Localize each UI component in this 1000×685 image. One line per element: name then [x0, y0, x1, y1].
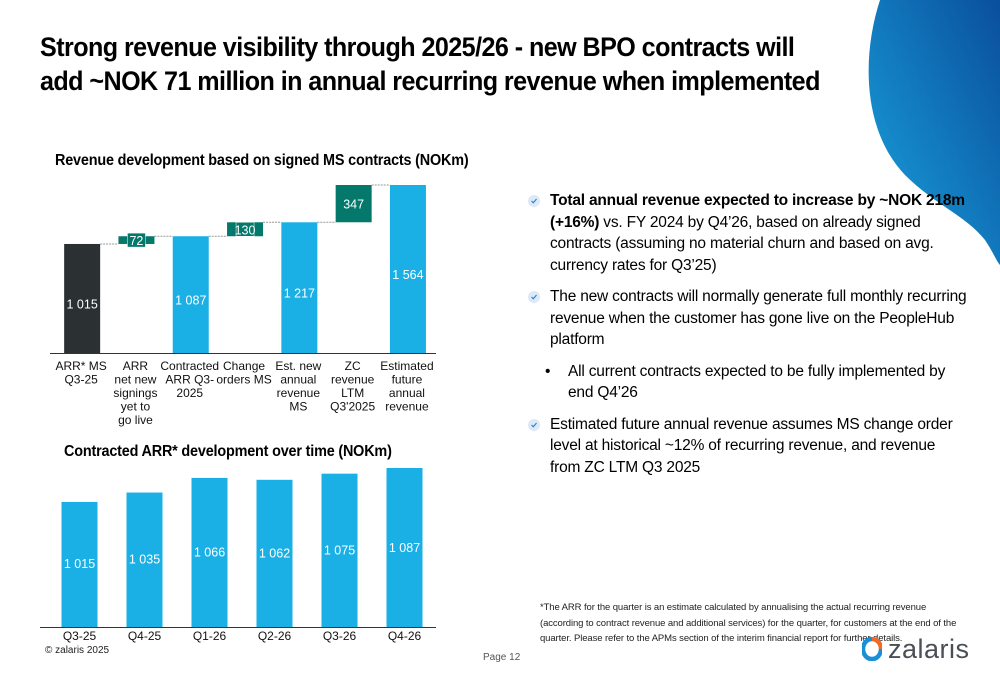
waterfall-bar-label: 72: [129, 234, 143, 248]
arr-bar: [386, 468, 423, 627]
category-label-line: go live: [118, 413, 153, 427]
arr-bar: [126, 492, 163, 627]
category-label-line: annual: [280, 373, 316, 387]
arr-bar-label: 1 075: [324, 544, 355, 558]
waterfall-category-label: ARR net new signings yet to go live: [113, 359, 157, 427]
waterfall-bar-increment: [335, 185, 372, 223]
waterfall-category-label: Est. new annual revenue MS: [275, 359, 321, 414]
category-label-line: ZC: [345, 359, 361, 373]
waterfall-bar-label: 1 087: [175, 294, 206, 308]
check-circle-icon: [528, 291, 540, 303]
slide-title-line-2: add ~NOK 71 million in annual recurring …: [40, 66, 820, 96]
waterfall-bar-label: 130: [235, 223, 256, 237]
waterfall-label-box: [127, 232, 146, 248]
category-label-line: ARR: [123, 359, 149, 373]
arr-bar-label: 1 015: [64, 557, 95, 571]
arr-bar-label: 1 066: [194, 546, 225, 560]
sub-bullet-text: All current contracts expected to be ful…: [568, 362, 946, 402]
waterfall-category-label: ZC revenue LTM Q3'2025: [330, 359, 375, 414]
bullet-text: The new contracts will normally generate…: [550, 288, 967, 348]
arr-category-label: Q2-26: [258, 629, 292, 643]
arr-bar-label: 1 087: [389, 541, 420, 555]
category-label-line: revenue: [277, 386, 321, 400]
category-label-line: signings: [113, 386, 157, 400]
slide-title: Strong revenue visibility through 2025/2…: [40, 30, 821, 98]
arr-category-label: Q3-25: [63, 629, 97, 643]
bullet-text: vs. FY 2024 by Q4’26, based on already s…: [550, 213, 934, 274]
check-circle-icon: [528, 418, 540, 431]
waterfall-bar-label: 1 015: [67, 297, 98, 311]
dot-icon: •: [545, 362, 551, 380]
category-label-line: Estimated: [380, 359, 433, 373]
slide-title-line-1: Strong revenue visibility through 2025/2…: [40, 32, 795, 62]
bullet-item: Total annual revenue expected to increas…: [528, 190, 968, 276]
arr-bar: [61, 502, 98, 627]
category-label-line: ARR Q3-: [165, 373, 214, 387]
category-label-line: Q3'2025: [330, 400, 375, 414]
waterfall-bar-label: 1 564: [392, 268, 423, 282]
category-label-line: MS: [289, 400, 307, 414]
bullet-item: Estimated future annual revenue assumes …: [528, 414, 968, 479]
waterfall-category-label: Contracted ARR Q3-2025: [160, 359, 219, 400]
key-points-list: Total annual revenue expected to increas…: [528, 190, 968, 488]
waterfall-bar-total: [389, 185, 426, 353]
zalaris-logo: zalaris: [862, 634, 970, 664]
waterfall-bar-label: 1 217: [284, 287, 315, 301]
category-label-line: annual: [389, 386, 425, 400]
category-label-line: revenue: [331, 373, 375, 387]
waterfall-category-label: ARR* MS Q3-25: [55, 359, 106, 387]
arr-bar-label: 1 035: [129, 553, 160, 567]
waterfall-bar-label: 347: [343, 198, 364, 212]
category-label-line: orders MS: [216, 373, 271, 387]
arr-category-label: Q3-26: [323, 629, 357, 643]
waterfall-label-box: [235, 222, 255, 237]
category-label-line: net new: [114, 373, 156, 387]
logo-text: zalaris: [888, 634, 970, 664]
arr-category-label: Q4-25: [128, 629, 162, 643]
category-label-line: future: [392, 373, 423, 387]
category-label-line: yet to: [121, 400, 151, 414]
category-label-line: 2025: [176, 386, 203, 400]
copyright: © zalaris 2025: [45, 645, 110, 656]
arr-bar-label: 1 062: [259, 547, 290, 561]
arr-category-label: Q4-26: [388, 629, 422, 643]
arr-bar: [321, 473, 358, 627]
bullet-bold-text: Total annual revenue expected to increas…: [550, 192, 965, 231]
category-label-line: Change: [223, 359, 265, 373]
arr-chart-title: Contracted ARR* development over time (N…: [64, 443, 392, 460]
category-label-line: ARR* MS: [55, 359, 106, 373]
waterfall-bar-total: [172, 236, 209, 353]
waterfall-bar-total: [281, 222, 318, 353]
category-label-line: LTM: [341, 386, 364, 400]
waterfall-category-label: Change orders MS: [216, 359, 271, 387]
category-label-line: Q3-25: [64, 373, 98, 387]
bullet-item: The new contracts will normally generate…: [528, 286, 968, 351]
waterfall-chart-title: Revenue development based on signed MS c…: [55, 152, 469, 169]
category-label-line: revenue: [385, 400, 429, 414]
page-number: Page 12: [483, 652, 521, 663]
arr-bar: [256, 479, 293, 627]
footnote: *The ARR for the quarter is an estimate …: [540, 602, 957, 644]
waterfall-bar-total: [64, 243, 101, 353]
zalaris-logo-icon: [862, 637, 882, 661]
sub-bullet-item: • All current contracts expected to be f…: [528, 361, 968, 404]
check-circle-icon: [528, 195, 540, 207]
category-label-line: Contracted: [160, 359, 219, 373]
category-label-line: Est. new: [275, 359, 321, 373]
arr-category-label: Q1-26: [193, 629, 227, 643]
bullet-text: Estimated future annual revenue assumes …: [550, 415, 953, 476]
waterfall-category-label: Estimated future annual revenue: [380, 359, 433, 414]
arr-bar: [191, 477, 228, 627]
